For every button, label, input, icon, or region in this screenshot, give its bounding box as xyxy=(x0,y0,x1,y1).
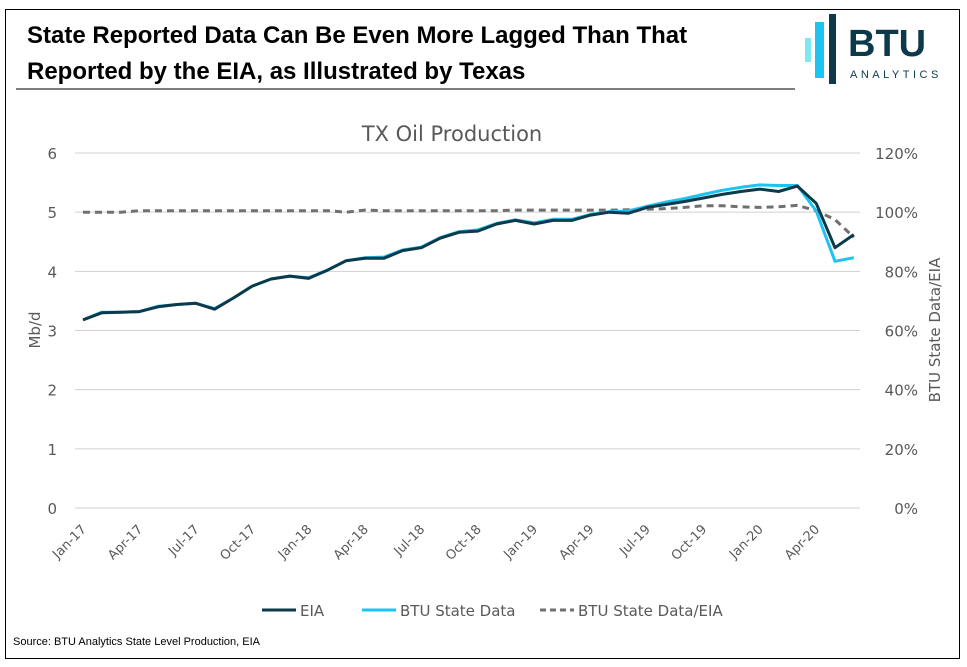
x-tick-label: Apr-20 xyxy=(782,522,823,563)
chart-frame xyxy=(5,9,960,659)
legend-label: BTU State Data xyxy=(400,602,516,620)
series-line-btu-state-data-eia xyxy=(83,203,855,239)
legend-label: EIA xyxy=(300,602,325,620)
x-tick-label: Jan-20 xyxy=(726,522,767,563)
y2-tick-label: 60% xyxy=(885,323,918,341)
y-tick-label: 6 xyxy=(47,145,57,163)
x-tick-label: Oct-17 xyxy=(218,522,260,564)
y2-axis-label: BTU State Data/EIA xyxy=(926,257,944,402)
svg-text:BTU: BTU xyxy=(848,23,926,65)
btu-logo: BTU ANALYTICS xyxy=(805,14,942,84)
title-line-2: Reported by the EIA, as Illustrated by T… xyxy=(27,58,526,85)
x-tick-label: Oct-19 xyxy=(669,522,711,564)
series-line-eia xyxy=(82,184,855,322)
y2-tick-label: 80% xyxy=(885,263,918,281)
title-divider xyxy=(16,88,795,90)
y2-tick-label: 100% xyxy=(875,204,918,222)
y-tick-label: 0 xyxy=(47,500,57,518)
legend-label: BTU State Data/EIA xyxy=(578,602,723,620)
y-tick-label: 3 xyxy=(47,323,57,341)
x-tick-label: Apr-17 xyxy=(105,522,146,563)
x-tick-label: Apr-18 xyxy=(331,522,372,563)
y-tick-label: 1 xyxy=(47,441,57,459)
svg-text:ANALYTICS: ANALYTICS xyxy=(850,69,942,81)
y-tick-label: 4 xyxy=(47,263,57,281)
y2-tick-label: 20% xyxy=(885,441,918,459)
legend: EIA BTU State Data BTU State Data/EIA xyxy=(262,602,723,620)
y2-tick-label: 0% xyxy=(894,500,918,518)
x-tick-label: Jan-18 xyxy=(275,522,316,563)
x-tick-label: Jan-19 xyxy=(501,522,542,563)
y2-tick-label: 40% xyxy=(885,382,918,400)
chart-title: TX Oil Production xyxy=(361,122,543,146)
y2-tick-label: 120% xyxy=(875,145,918,163)
x-tick-label: Jul-19 xyxy=(616,522,653,559)
series-line-btu-state-data xyxy=(82,183,855,322)
x-tick-label: Apr-19 xyxy=(556,522,597,563)
x-tick-label: Jul-17 xyxy=(165,522,202,559)
y-tick-label: 2 xyxy=(47,382,57,400)
page-title: State Reported Data Can Be Even More Lag… xyxy=(27,18,787,90)
x-tick-label: Oct-18 xyxy=(443,522,485,564)
y-tick-label: 5 xyxy=(47,204,57,222)
x-tick-label: Jul-18 xyxy=(391,522,428,559)
title-line-1: State Reported Data Can Be Even More Lag… xyxy=(27,22,688,49)
source-note: Source: BTU Analytics State Level Produc… xyxy=(13,636,261,648)
y-axis-label: Mb/d xyxy=(26,311,44,348)
x-tick-label: Jan-17 xyxy=(49,522,90,563)
